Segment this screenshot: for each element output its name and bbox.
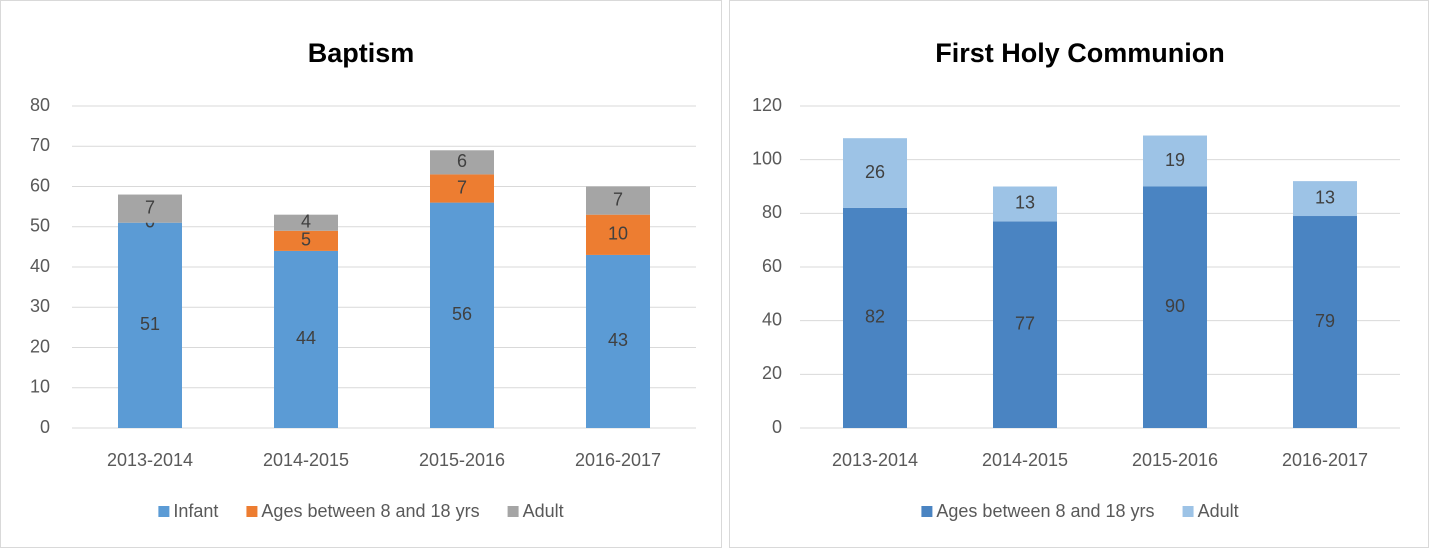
legend-swatch	[158, 506, 170, 517]
bar-segment	[274, 250, 338, 428]
y-tick-label: 20	[30, 336, 50, 356]
bar-segment	[1293, 181, 1357, 217]
data-label: 44	[296, 328, 316, 348]
y-tick-label: 40	[762, 309, 782, 329]
x-tick-label: 2014-2015	[982, 450, 1068, 470]
y-tick-label: 20	[762, 363, 782, 383]
data-label: 10	[608, 224, 628, 244]
bar-segment	[274, 230, 338, 251]
data-label: 7	[145, 197, 155, 217]
bar-segment	[274, 214, 338, 231]
y-tick-label: 70	[30, 135, 50, 155]
y-tick-label: 120	[752, 95, 782, 115]
bar-segment	[430, 202, 494, 428]
y-tick-label: 30	[30, 296, 50, 316]
data-label: 7	[457, 177, 467, 197]
data-label: 4	[301, 211, 311, 231]
chart-title: First Holy Communion	[935, 38, 1225, 68]
data-label: 26	[865, 162, 885, 182]
y-tick-label: 50	[30, 216, 50, 236]
bar-segment	[993, 186, 1057, 222]
data-label: 56	[452, 304, 472, 324]
data-label: 77	[1015, 313, 1035, 333]
data-label: 19	[1165, 150, 1185, 170]
legend-swatch	[1182, 506, 1194, 517]
legend-label: Adult	[523, 501, 564, 521]
y-tick-label: 0	[40, 417, 50, 437]
legend-swatch	[921, 506, 933, 517]
data-label: 6	[457, 151, 467, 171]
bar-segment	[586, 214, 650, 255]
x-tick-label: 2013-2014	[107, 450, 193, 470]
y-tick-label: 10	[30, 377, 50, 397]
x-tick-label: 2015-2016	[419, 450, 505, 470]
x-tick-label: 2014-2015	[263, 450, 349, 470]
y-tick-label: 60	[30, 175, 50, 195]
y-tick-label: 60	[762, 256, 782, 276]
x-tick-label: 2015-2016	[1132, 450, 1218, 470]
bar-segment	[430, 150, 494, 175]
bar-segment	[118, 222, 182, 428]
bar-segment	[1143, 186, 1207, 428]
legend-label: Adult	[1198, 501, 1239, 521]
bar-segment	[430, 174, 494, 203]
bar-segment	[1143, 135, 1207, 187]
bar-segment	[843, 207, 907, 428]
x-tick-label: 2013-2014	[832, 450, 918, 470]
bar-segment	[586, 254, 650, 428]
data-label: 5	[301, 230, 311, 250]
data-label: 43	[608, 330, 628, 350]
y-tick-label: 100	[752, 148, 782, 168]
legend-label: Ages between 8 and 18 yrs	[936, 501, 1154, 521]
bar-segment	[586, 186, 650, 215]
chart-title: Baptism	[308, 38, 415, 68]
bar-segment	[843, 138, 907, 208]
bar-segment	[993, 221, 1057, 428]
legend-label: Ages between 8 and 18 yrs	[261, 501, 479, 521]
legend-swatch	[246, 506, 258, 517]
data-label: 82	[865, 307, 885, 327]
data-label: 7	[613, 189, 623, 209]
data-label: 13	[1015, 193, 1035, 213]
x-tick-label: 2016-2017	[575, 450, 661, 470]
data-label: 51	[140, 314, 160, 334]
x-tick-label: 2016-2017	[1282, 450, 1368, 470]
legend-label: Infant	[173, 501, 218, 521]
data-label: 13	[1315, 187, 1335, 207]
legend-swatch	[507, 506, 519, 517]
bar-segment	[118, 194, 182, 223]
y-tick-label: 40	[30, 256, 50, 276]
data-label: 79	[1315, 311, 1335, 331]
y-tick-label: 80	[30, 95, 50, 115]
y-tick-label: 0	[772, 417, 782, 437]
data-label: 90	[1165, 296, 1185, 316]
bar-segment	[1293, 216, 1357, 428]
y-tick-label: 80	[762, 202, 782, 222]
